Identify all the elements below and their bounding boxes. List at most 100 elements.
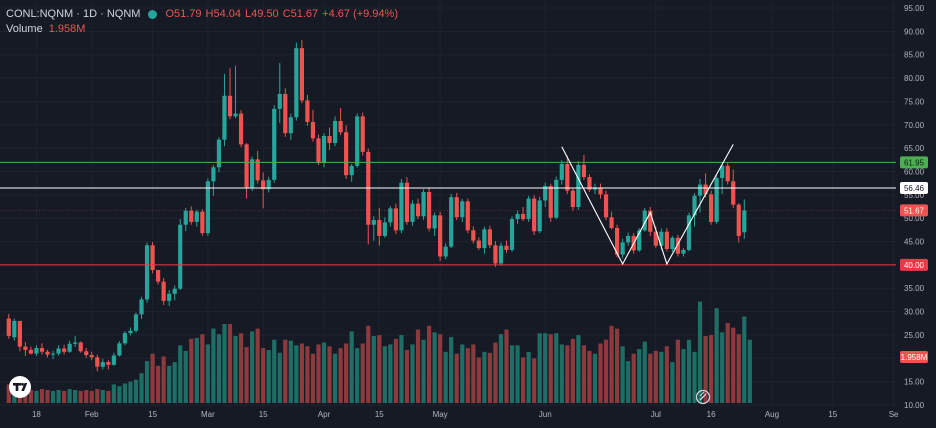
candle-body: [399, 182, 404, 231]
candle: [377, 207, 382, 246]
candle: [598, 183, 603, 199]
candle-body: [266, 179, 271, 190]
candle: [211, 164, 216, 196]
horizontal-levels[interactable]: [0, 161, 896, 266]
price-tick-label: 15.00: [904, 378, 925, 387]
candle: [272, 105, 277, 183]
volume-bar: [515, 345, 520, 403]
symbol-title[interactable]: CONL:NQNM · 1D · NQNM: [6, 8, 141, 20]
volume-bar: [482, 351, 487, 403]
mid-price-tag: 56.46: [900, 182, 928, 195]
tradingview-logo-icon[interactable]: [9, 376, 31, 398]
candle-body: [23, 346, 28, 350]
candle: [537, 196, 542, 234]
candle: [443, 243, 448, 260]
volume-bar: [736, 334, 741, 403]
candle-body: [211, 167, 216, 182]
candle: [570, 187, 575, 211]
price-tick-label: 30.00: [904, 308, 925, 317]
volume-bar: [233, 336, 238, 403]
volume-bar: [244, 347, 249, 403]
candle: [388, 206, 393, 227]
candle-body: [714, 178, 719, 222]
candle: [67, 340, 72, 353]
volume-bars: [6, 301, 752, 403]
price-tick-label: 50.00: [904, 214, 925, 223]
candle: [244, 142, 249, 199]
candle: [697, 178, 703, 213]
volume-bar: [50, 390, 56, 403]
legend-open: O51.79: [165, 8, 202, 20]
time-axis[interactable]: 18 Feb 15 Mar 15 Apr 15 May Jun Jul 16 Aug 15 Se: [0, 406, 899, 428]
volume-bar: [587, 350, 592, 403]
volume-label[interactable]: Volume: [6, 23, 43, 35]
volume-bar: [421, 339, 426, 403]
candle: [432, 212, 437, 236]
candle: [133, 312, 139, 333]
time-tick-label: Aug: [765, 410, 779, 419]
volume-bar: [283, 339, 288, 403]
candle-body: [703, 184, 708, 195]
candle-body: [543, 185, 548, 201]
candle: [122, 331, 128, 346]
volume-bar: [294, 345, 299, 403]
candle: [670, 235, 675, 252]
candle: [465, 198, 470, 234]
volume-bar: [620, 346, 625, 403]
candle-body: [454, 197, 459, 218]
candle: [288, 113, 293, 140]
volume-bar: [332, 353, 338, 403]
candle: [200, 209, 205, 236]
volume-bar: [642, 341, 647, 403]
legend-high: H54.04: [205, 8, 242, 20]
candle-body: [443, 246, 448, 257]
candle: [161, 277, 166, 306]
pattern-drawing[interactable]: [561, 144, 734, 266]
candle: [366, 148, 371, 245]
candle-body: [559, 163, 564, 180]
candle: [438, 211, 443, 262]
candle-body: [592, 187, 598, 190]
volume-bar: [443, 351, 448, 403]
candle: [321, 133, 327, 168]
candle: [250, 156, 255, 192]
volume-bar: [117, 386, 122, 403]
mid-price-tag-label: 56.46: [904, 184, 925, 193]
volume-bar: [205, 344, 210, 403]
volume-bar: [548, 334, 553, 403]
candle-body: [603, 194, 609, 218]
candle: [615, 224, 620, 258]
candle-body: [28, 349, 34, 354]
candle-body: [438, 215, 443, 257]
candle: [233, 65, 238, 119]
candle-body: [50, 353, 56, 355]
candle-body: [95, 357, 100, 367]
replay-icon[interactable]: [695, 389, 711, 405]
candle: [156, 270, 161, 285]
candle-body: [189, 210, 194, 222]
candle-body: [498, 245, 504, 264]
volume-bar: [338, 348, 343, 403]
volume-bar: [532, 358, 537, 403]
candle-body: [554, 179, 559, 218]
candle: [34, 345, 39, 356]
volume-bar: [615, 328, 620, 403]
volume-bar: [393, 338, 398, 403]
volume-bar: [222, 323, 227, 403]
candle-body: [615, 227, 620, 255]
volume-bar: [45, 389, 50, 403]
volume-bar: [675, 339, 681, 403]
candle: [532, 195, 537, 235]
candle: [410, 200, 415, 226]
candle: [266, 176, 271, 193]
candle: [56, 345, 61, 356]
volume-bar: [504, 329, 509, 403]
replay-button[interactable]: [695, 389, 711, 405]
volume-bar: [106, 390, 111, 403]
candle-body: [34, 348, 39, 354]
volume-tag-bg: [900, 351, 928, 363]
candle: [731, 169, 736, 208]
volume-bar: [570, 338, 575, 403]
volume-bar: [476, 357, 481, 403]
